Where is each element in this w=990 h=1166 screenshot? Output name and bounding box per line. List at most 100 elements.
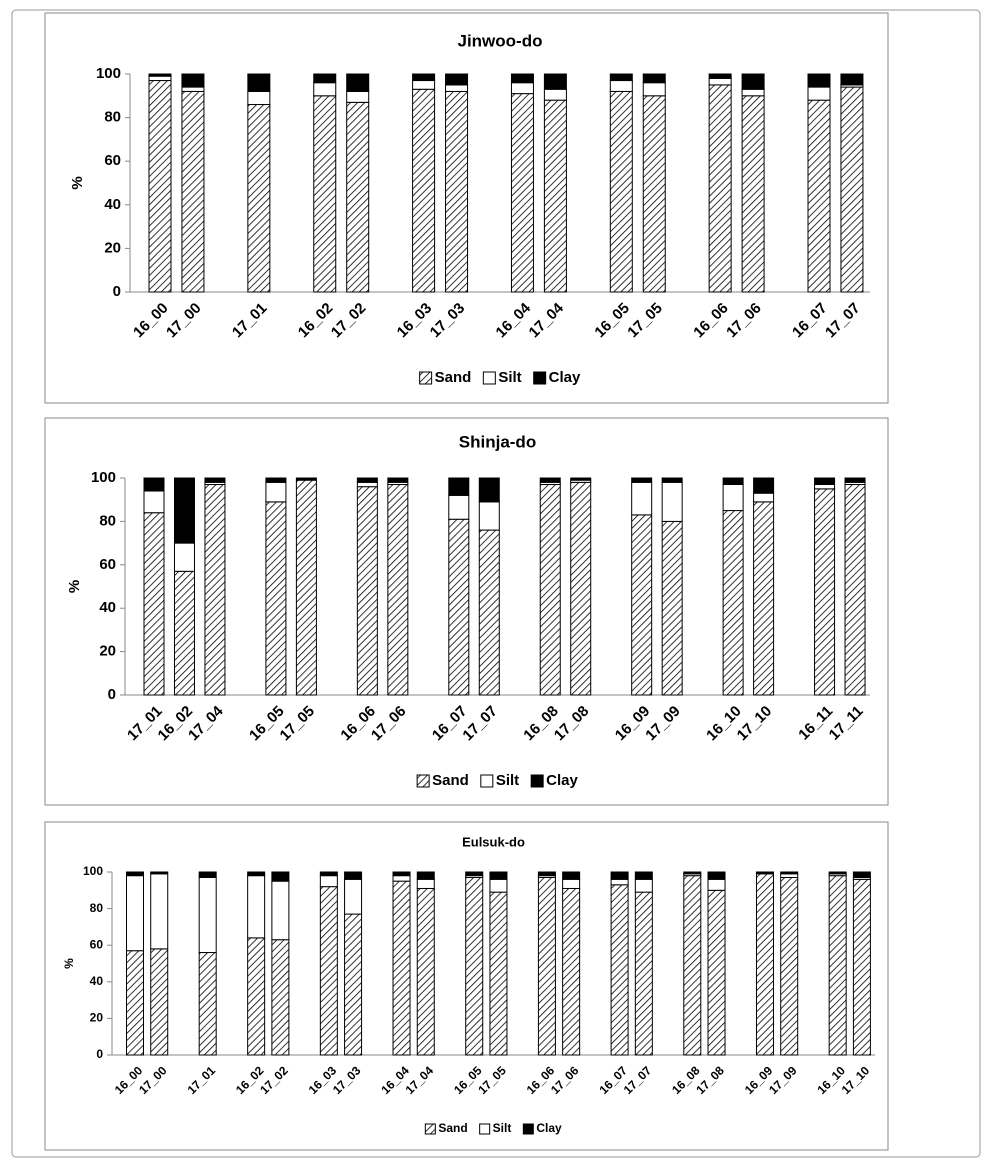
bar-segment [392,875,411,882]
bar-segment [344,871,363,880]
bar-segment [570,477,592,481]
y-tick-label: 20 [99,643,116,660]
legend-swatch [530,774,544,788]
bar-segment [828,871,847,875]
bar-segment [319,871,338,877]
legend-label: Silt [498,369,521,386]
bar-segment [753,477,775,494]
y-tick-label: 100 [83,864,103,878]
bar-segment [753,492,775,503]
legend: Sand Silt Clay [416,772,579,789]
bar-segment [313,95,337,293]
bar-segment [448,518,470,696]
bar-segment [448,477,470,496]
bar-segment [344,913,363,1056]
bar-segment [198,871,217,878]
bar-segment [247,875,266,939]
bar-segment [478,477,500,503]
bar-segment [148,75,172,82]
bar-segment [412,73,436,82]
y-tick-label: 0 [96,1047,103,1061]
legend-swatch [480,774,494,788]
bar-segment [722,510,744,696]
bar-segment [807,86,831,101]
bar-segment [807,73,831,88]
legend-label: Clay [549,369,581,386]
bar-segment [265,481,287,503]
bar-segment [143,490,165,514]
bar-segment [126,950,144,1056]
bar-segment [707,889,726,1056]
bar-segment [143,512,165,696]
bar-segment [543,73,567,90]
bar-segment [445,73,469,86]
bar-segment [807,99,831,293]
bar-segment [265,501,287,696]
bar-segment [741,88,765,97]
y-tick-label: 80 [104,109,121,126]
bar-segment [387,477,409,483]
y-axis-label: % [69,176,86,189]
legend-label: Sand [438,1121,467,1135]
bar-segment [755,873,774,1056]
legend-swatch [416,774,430,788]
bar-segment [814,484,836,490]
bar-segment [634,891,653,1056]
bar-segment [828,875,847,1056]
bar-segment [412,80,436,90]
bar-segment [661,520,683,696]
bar-segment [247,871,266,877]
bar-segment [346,73,370,92]
bar-segment [539,477,561,483]
bar-segment [844,477,866,483]
chart-title: Jinwoo-do [458,31,543,50]
bar-segment [631,477,653,483]
bar-segment [642,73,666,84]
y-tick-label: 80 [90,901,104,915]
bar-segment [181,86,205,92]
bar-segment [150,873,169,950]
bar-segment [346,90,370,103]
bar-segment [173,477,195,544]
legend-swatch [482,371,496,385]
bar-segment [610,884,629,1056]
bar-segment [387,484,409,696]
outer-frame [11,9,981,1158]
bar-segment [814,477,836,486]
bar-segment [510,73,534,84]
bar-segment [143,477,165,492]
bar-segment [753,501,775,696]
bar-segment [814,488,836,696]
bar-segment [416,887,435,1056]
bar-segment [489,871,508,880]
y-axis-label: % [62,958,76,969]
y-tick-label: 40 [99,599,116,616]
y-tick-label: 40 [104,196,121,213]
bar-segment [478,501,500,531]
bar-segment [295,477,317,481]
y-tick-label: 40 [90,974,104,988]
bar-segment [661,477,683,483]
legend-label: Sand [435,369,472,386]
bar-segment [344,878,363,915]
bar-segment [852,878,871,1056]
bar-segment [445,84,469,92]
bar-segment [416,878,435,889]
legend: Sand Silt Clay [419,369,581,386]
legend: Sand Silt Clay [424,1121,562,1135]
legend-label: Silt [493,1121,512,1135]
bar-segment [392,871,411,877]
bar-segment [247,73,271,92]
bar-segment [489,878,508,893]
bar-segment [150,948,169,1056]
bar-segment [510,93,534,293]
legend-label: Clay [546,772,578,789]
bar-segment [247,90,271,106]
bar-segment [313,82,337,97]
bar-segment [445,90,469,293]
bar-segment [844,484,866,696]
y-tick-label: 100 [91,469,116,486]
legend-label: Clay [536,1121,562,1135]
bar-segment [708,73,732,79]
